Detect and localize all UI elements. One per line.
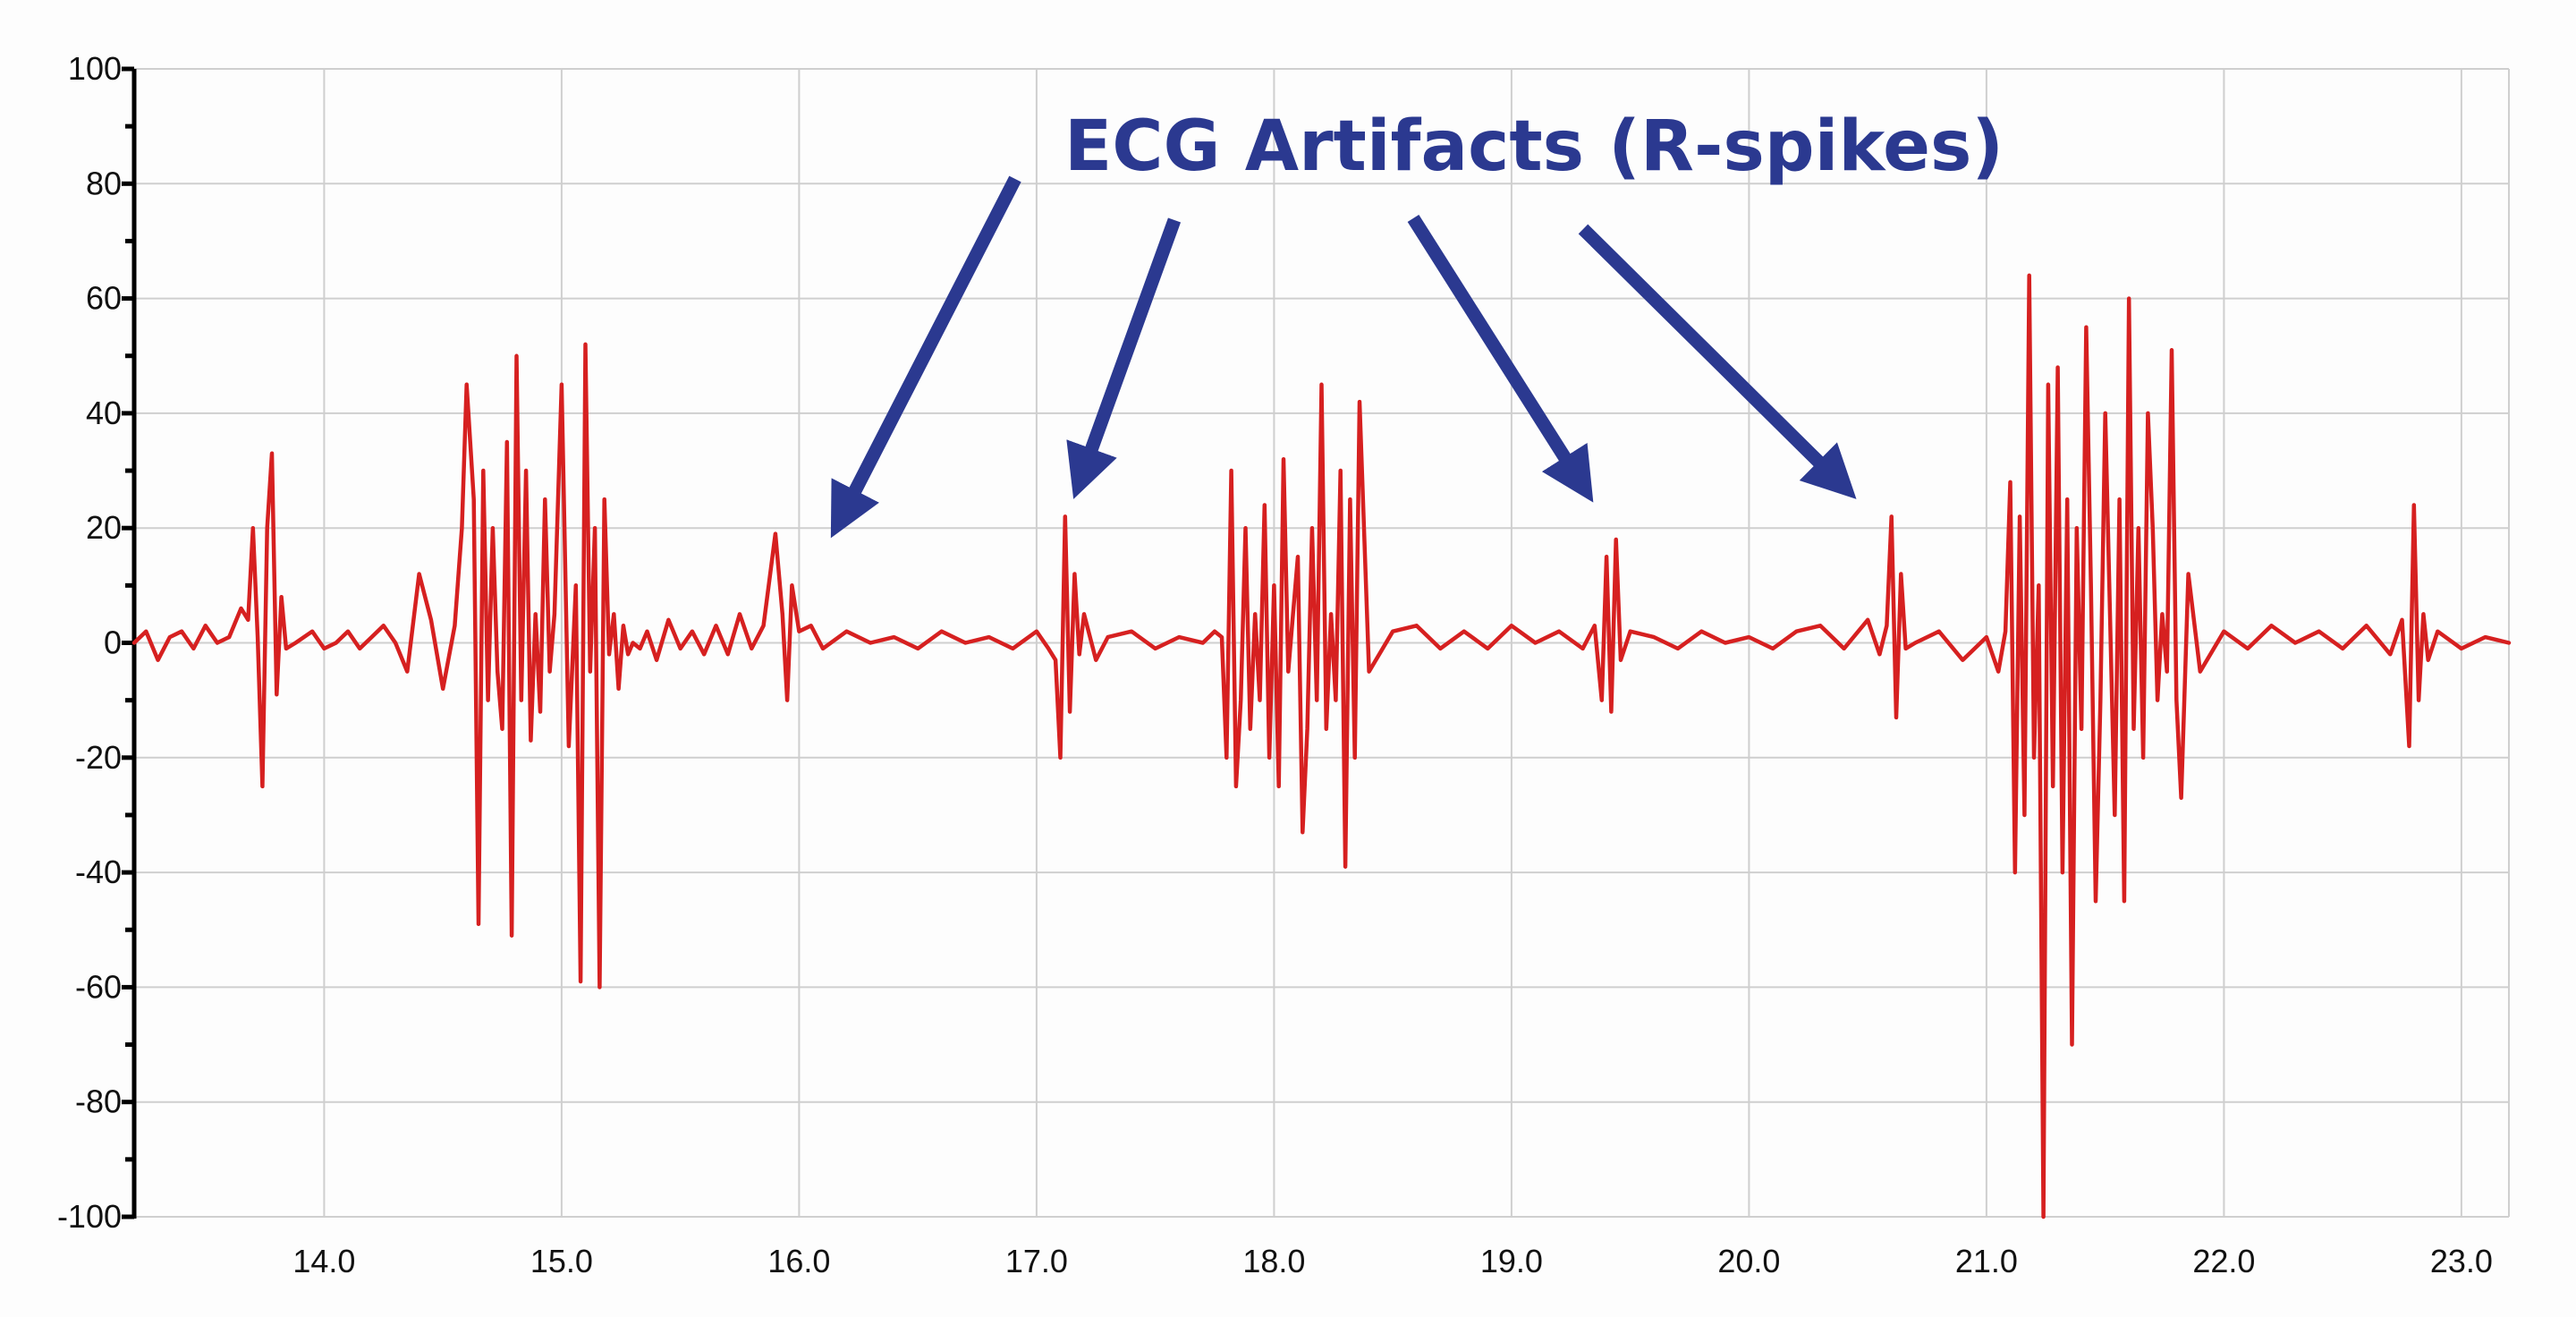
y-tick-label: 40 — [86, 395, 122, 431]
ecg-signal-line-0 — [131, 273, 2512, 1219]
y-tick-label: 0 — [104, 625, 122, 661]
annotation-arrow-1 — [1066, 217, 1182, 499]
x-tick-label: 23.0 — [2430, 1243, 2493, 1279]
x-tick-label: 16.0 — [767, 1243, 830, 1279]
y-tick-label: 60 — [86, 280, 122, 317]
x-tick-label: 22.0 — [2192, 1243, 2255, 1279]
y-tick-label: -40 — [75, 854, 122, 890]
series-layer — [131, 273, 2512, 1219]
x-tick-label: 21.0 — [1955, 1243, 2018, 1279]
y-tick-label: 100 — [68, 50, 122, 87]
x-tick-label: 18.0 — [1242, 1243, 1305, 1279]
x-tick-label: 14.0 — [292, 1243, 355, 1279]
y-tick-label: -60 — [75, 968, 122, 1005]
x-tick-label: 17.0 — [1005, 1243, 1068, 1279]
x-tick-label: 19.0 — [1480, 1243, 1543, 1279]
annotation-title: ECG Artifacts (R-spikes) — [1064, 106, 2004, 187]
y-tick-label: 80 — [86, 165, 122, 201]
x-tick-label: 15.0 — [530, 1243, 593, 1279]
annotation-arrow-0 — [830, 175, 1021, 539]
y-tick-label: -80 — [75, 1083, 122, 1120]
y-tick-label: 20 — [86, 509, 122, 546]
annotation-arrow-2 — [1407, 214, 1594, 503]
annotation-layer: ECG Artifacts (R-spikes) — [830, 106, 2004, 539]
annotation-arrow-3 — [1578, 224, 1857, 499]
x-tick-label: 20.0 — [1717, 1243, 1780, 1279]
y-tick-label: -100 — [57, 1198, 122, 1235]
axes — [122, 66, 137, 1219]
y-tick-label: -20 — [75, 739, 122, 776]
tick-labels: -100 -80 -60 -40 -20 0 20 40 60 80 100 14.0 15.0 16.0… — [57, 50, 2493, 1279]
